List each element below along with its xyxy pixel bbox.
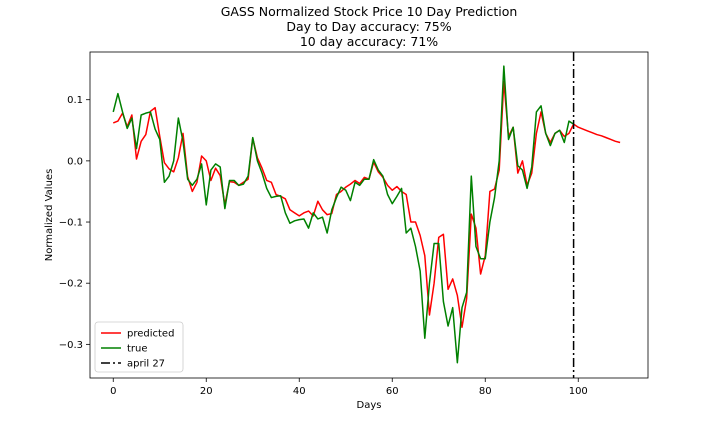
y-tick-label: −0.2	[59, 279, 83, 290]
y-tick-label: −0.1	[59, 218, 83, 229]
legend-label: true	[127, 344, 148, 355]
chart-title-line-3: 10 day accuracy: 71%	[300, 34, 438, 49]
chart-title-line-2: Day to Day accuracy: 75%	[286, 19, 451, 34]
x-tick-label: 100	[569, 386, 588, 397]
y-tick-label: 0.0	[67, 156, 83, 167]
x-axis-ticks: 0 20 40 60 80 100	[110, 378, 588, 397]
y-tick-label: −0.3	[59, 340, 83, 351]
legend: predicted true april 27	[94, 321, 184, 373]
chart-title: GASS Normalized Stock Price 10 Day Predi…	[221, 4, 518, 49]
x-tick-label: 80	[479, 386, 492, 397]
x-tick-label: 0	[110, 386, 116, 397]
legend-box	[94, 321, 184, 373]
y-tick-label: 0.1	[67, 95, 83, 106]
x-tick-label: 40	[293, 386, 306, 397]
series-line-predicted	[112, 80, 621, 328]
y-axis-ticks: 0.1 0.0 −0.1 −0.2 −0.3	[59, 95, 90, 351]
x-tick-label: 60	[386, 386, 399, 397]
axes-frame	[89, 51, 649, 379]
x-axis-label: Days	[357, 400, 382, 411]
x-tick-label: 20	[200, 386, 213, 397]
legend-label: april 27	[127, 359, 165, 370]
series-line-true	[112, 65, 575, 364]
legend-label: predicted	[127, 329, 174, 340]
chart-title-line-1: GASS Normalized Stock Price 10 Day Predi…	[221, 4, 518, 19]
y-axis-label: Normalized Values	[44, 169, 55, 262]
plot-area	[112, 52, 621, 378]
